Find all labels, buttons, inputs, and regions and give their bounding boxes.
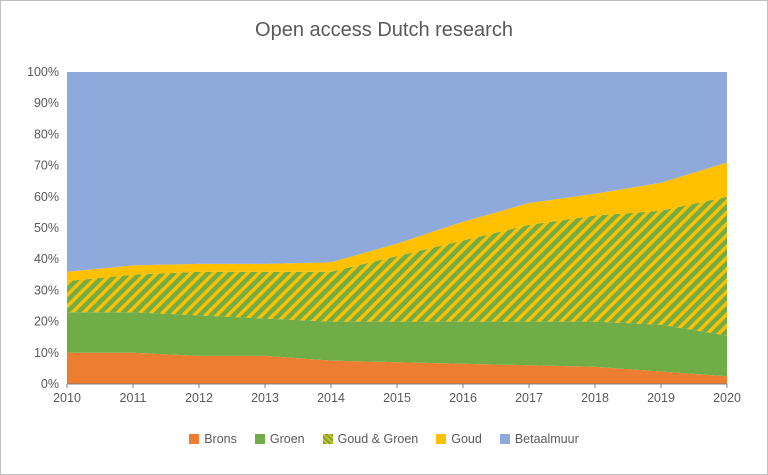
legend-item-betaalmuur: Betaalmuur — [499, 432, 579, 446]
y-axis-label: 100% — [27, 65, 59, 79]
y-axis-label: 90% — [34, 96, 59, 110]
legend-swatch-goud — [436, 434, 447, 444]
x-axis-label: 2016 — [449, 391, 477, 405]
legend-label: Goud & Groen — [337, 432, 419, 446]
x-axis-label: 2020 — [713, 391, 741, 405]
y-axis-label: 10% — [34, 346, 59, 360]
y-axis-label: 40% — [34, 252, 59, 266]
legend-item-groen: Groen — [254, 432, 305, 446]
chart-plot-area: 2010 2011 2012 2013 2014 2015 2016 2017 2018 2019… — [27, 65, 741, 405]
area-betaalmuur — [67, 72, 727, 272]
y-axis-label: 20% — [34, 315, 59, 329]
area-goud-groen — [67, 196, 727, 336]
x-axis-label: 2015 — [383, 391, 411, 405]
area-brons — [67, 352, 727, 384]
legend-item-goud-groen: Goud & Groen — [322, 432, 419, 446]
x-axis-label: 2013 — [251, 391, 279, 405]
legend-item-goud: Goud — [436, 432, 482, 446]
legend-label: Brons — [204, 432, 237, 446]
x-axis-label: 2014 — [317, 391, 345, 405]
legend-item-brons: Brons — [189, 432, 237, 446]
y-axis-label: 30% — [34, 283, 59, 297]
legend-swatch-groen — [254, 434, 265, 444]
x-axis-label: 2017 — [515, 391, 543, 405]
y-axis-label: 60% — [34, 190, 59, 204]
y-axis-label: 0% — [41, 377, 59, 391]
y-axis-label: 50% — [34, 221, 59, 235]
x-axis-label: 2012 — [185, 391, 213, 405]
area-goud — [67, 162, 727, 281]
x-axis-label: 2011 — [120, 391, 147, 405]
area-groen — [67, 312, 727, 377]
legend-label: Betaalmuur — [514, 432, 579, 446]
chart-title: Open access Dutch research — [255, 19, 513, 41]
legend-swatch-goud-groen — [322, 434, 333, 444]
legend-swatch-betaalmuur — [499, 434, 510, 444]
x-axis-label: 2018 — [581, 391, 609, 405]
chart-legend: Brons Groen Goud & Groen Goud Betaalmuur — [1, 432, 767, 446]
legend-swatch-brons — [189, 434, 200, 444]
x-axis-label: 2019 — [647, 391, 675, 405]
y-axis-label: 70% — [34, 159, 59, 173]
x-axis-label: 2010 — [53, 391, 81, 405]
y-axis-label: 80% — [34, 127, 59, 141]
legend-label: Groen — [269, 432, 305, 446]
legend-label: Goud — [451, 432, 482, 446]
